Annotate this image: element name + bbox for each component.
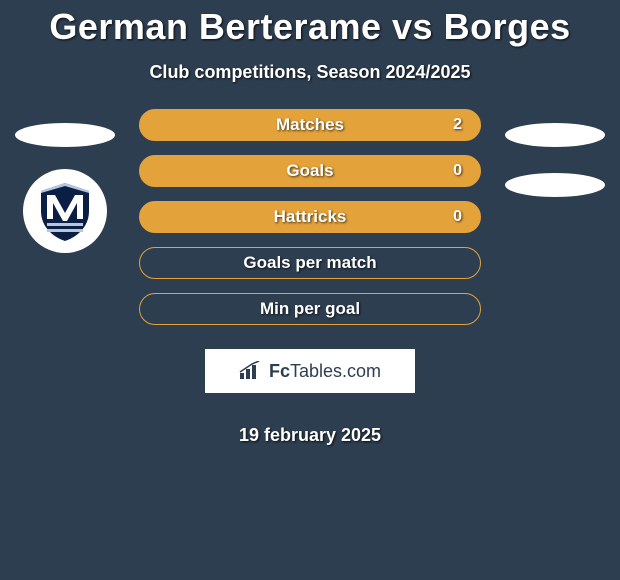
stat-label: Hattricks	[274, 207, 347, 227]
stat-value: 0	[453, 162, 462, 180]
player-photo-placeholder-left	[15, 123, 115, 147]
stat-value: 2	[453, 116, 462, 134]
stat-row-goals: Goals 0	[139, 155, 481, 187]
bar-chart-icon	[239, 361, 263, 381]
brand-text: FcTables.com	[269, 361, 381, 382]
club-badge-left	[23, 169, 107, 253]
stat-row-min-per-goal: Min per goal	[139, 293, 481, 325]
stats-column: Matches 2 Goals 0 Hattricks 0 Goals per …	[139, 109, 481, 446]
snapshot-date: 19 february 2025	[239, 425, 381, 446]
comparison-content: Matches 2 Goals 0 Hattricks 0 Goals per …	[0, 123, 620, 446]
stat-label: Goals per match	[243, 253, 376, 273]
stat-row-matches: Matches 2	[139, 109, 481, 141]
shield-icon	[33, 179, 97, 243]
page-title: German Berterame vs Borges	[49, 6, 570, 48]
player-photo-placeholder-right	[505, 123, 605, 147]
stat-label: Goals	[286, 161, 333, 181]
brand-logo: FcTables.com	[205, 349, 415, 393]
stat-label: Matches	[276, 115, 344, 135]
left-player-column	[10, 123, 120, 253]
stat-value: 0	[453, 208, 462, 226]
club-badge-placeholder-right	[505, 173, 605, 197]
right-player-column	[500, 123, 610, 215]
stat-label: Min per goal	[260, 299, 360, 319]
page-subtitle: Club competitions, Season 2024/2025	[149, 62, 470, 83]
stat-row-goals-per-match: Goals per match	[139, 247, 481, 279]
stat-row-hattricks: Hattricks 0	[139, 201, 481, 233]
